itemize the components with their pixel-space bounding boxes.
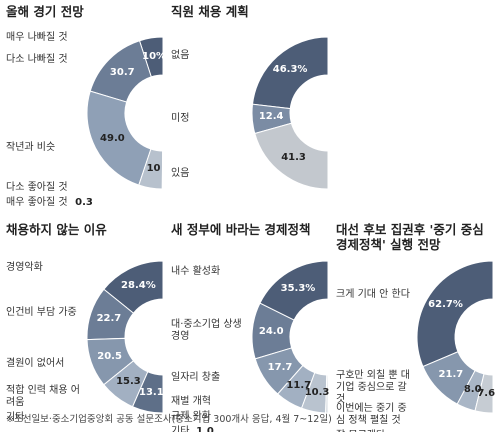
category-label: 매우 나빠질 것: [6, 31, 68, 43]
value-label: 62.7%: [428, 299, 463, 311]
value-label: 7.6: [477, 387, 496, 399]
chart-title: 채용하지 않는 이유: [6, 222, 107, 237]
donut-segment: [251, 36, 329, 110]
category-label: 대·중소기업 상생 경영: [171, 318, 242, 342]
category-label: 다소 좋아질 것: [6, 181, 68, 193]
value-label: 17.7: [267, 361, 293, 373]
value-label: 49.0: [100, 133, 125, 145]
value-label: 30.7: [109, 67, 135, 79]
value-label: 8.0: [463, 384, 482, 396]
category-label: 적합 인력 채용 어려움: [6, 385, 80, 409]
value-label: 10: [146, 163, 161, 175]
value-label: 0.3: [75, 196, 93, 208]
donut-segment: [131, 371, 164, 414]
category-label: 잘 모르겠다: [336, 430, 385, 432]
category-label: 기타: [171, 426, 190, 432]
value-label: 35.3%: [280, 282, 316, 294]
category-label: 구호만 외칠 뿐 대기업 중심으로 갈 것: [336, 370, 410, 406]
category-label: 경영악화: [6, 262, 43, 274]
donut-segment: [416, 260, 494, 368]
category-label: 내수 활성화: [171, 266, 221, 278]
category-label: 다소 나빠질 것: [6, 53, 68, 65]
category-label: 기타: [6, 412, 25, 424]
category-label: 결원이 없어서: [6, 357, 65, 369]
category-label: 크게 기대 안 한다: [336, 288, 410, 300]
value-label: 11.7: [286, 379, 312, 391]
value-label: 22.7: [96, 312, 122, 324]
value-label: 24.0: [258, 326, 284, 338]
chart-title: 올해 경기 전망: [6, 4, 84, 19]
chart-title: 새 정부에 바라는 경제정책: [171, 222, 311, 237]
category-label: 있음: [171, 167, 190, 179]
category-label: 없음: [171, 50, 190, 62]
category-label: 미정: [171, 112, 190, 124]
value-label: 13.1: [139, 386, 164, 398]
donut-segment: [161, 150, 164, 190]
chart-title: 직원 채용 계획: [171, 4, 249, 19]
category-label: 인건비 부담 가중: [6, 306, 77, 318]
category-label: 이번에는 중기 중심 정책 펼칠 것: [336, 403, 407, 427]
category-label: 작년과 비슷: [6, 141, 56, 153]
value-label: 12.4: [258, 111, 284, 123]
value-label: 46.3%: [272, 64, 308, 76]
category-label: 재벌 개혁: [171, 396, 211, 408]
donut-segment: [254, 122, 329, 190]
value-label: 20.5: [97, 350, 122, 362]
chart-title: 대선 후보 집권후 '중기 중심 경제정책' 실행 전망: [336, 222, 484, 252]
donut-segment: [474, 373, 494, 414]
value-label: 1.0: [196, 426, 214, 432]
donut-segment: [86, 90, 152, 186]
value-label: 21.7: [438, 369, 464, 381]
footnote: ※조선일보·중소기업중앙회 공동 설문조사(중소기업 300개사 응답, 4월 …: [6, 414, 332, 425]
category-label: 매우 좋아질 것: [6, 196, 68, 208]
value-label: 15.3: [116, 376, 141, 388]
category-label: 규제 완화: [171, 411, 211, 423]
value-label: 10%: [142, 50, 167, 62]
value-label: 28.4%: [121, 279, 156, 291]
value-label: 41.3: [281, 152, 306, 164]
value-label: 10.3: [304, 386, 330, 398]
category-label: 일자리 창출: [171, 372, 221, 384]
donut-segment: [325, 374, 329, 414]
